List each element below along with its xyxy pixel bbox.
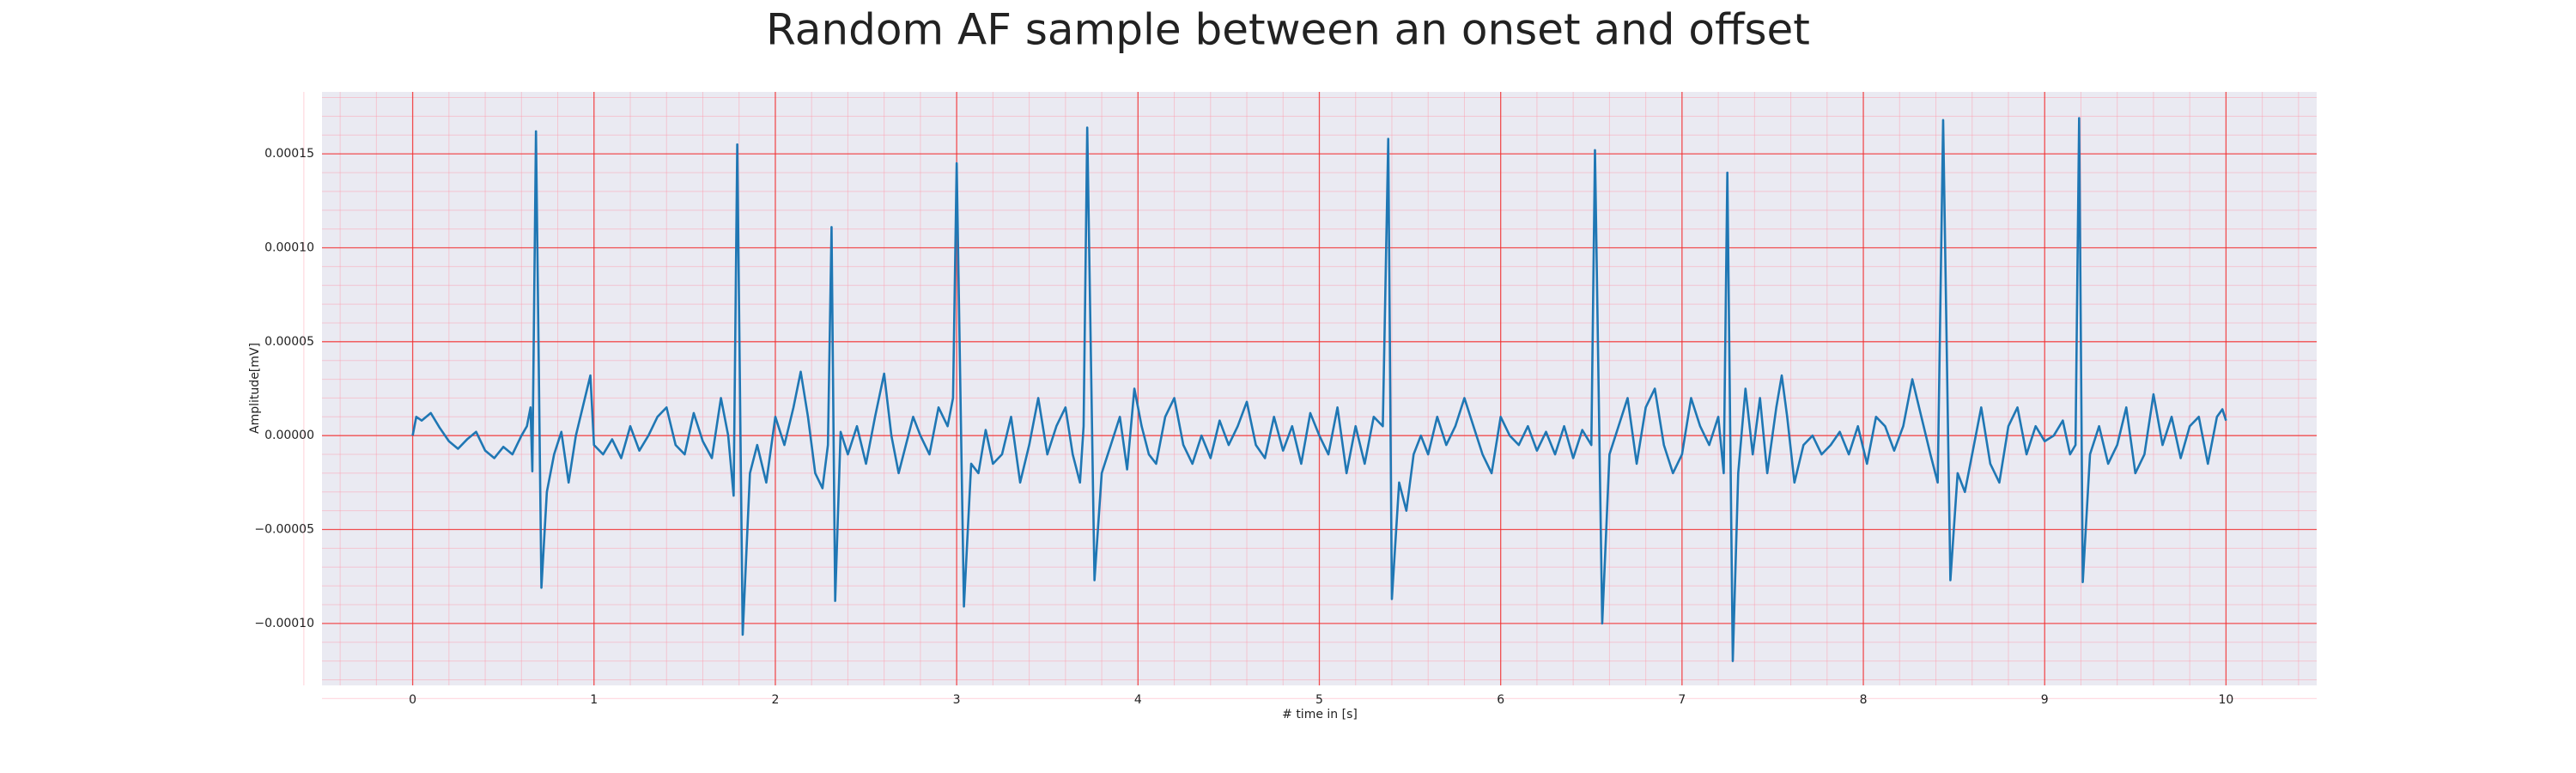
y-tick-label: −0.00010 bbox=[254, 617, 314, 630]
grid bbox=[303, 92, 2317, 699]
x-tick-label: 7 bbox=[1678, 693, 1686, 707]
x-tick-label: 9 bbox=[2041, 693, 2049, 707]
y-tick-label: 0.00005 bbox=[264, 335, 314, 349]
x-tick-label: 4 bbox=[1134, 693, 1142, 707]
x-tick-label: 5 bbox=[1315, 693, 1323, 707]
y-tick-label: 0.00015 bbox=[264, 147, 314, 161]
x-axis-label: # time in [s] bbox=[1282, 708, 1358, 721]
y-tick-label: 0.00010 bbox=[264, 240, 314, 254]
x-tick-label: 8 bbox=[1860, 693, 1868, 707]
x-tick-label: 1 bbox=[590, 693, 598, 707]
y-tick-label: −0.00005 bbox=[254, 523, 314, 537]
x-tick-label: 10 bbox=[2218, 693, 2233, 707]
x-tick-label: 2 bbox=[771, 693, 779, 707]
x-tick-label: 0 bbox=[409, 693, 416, 707]
y-tick-label: 0.00000 bbox=[264, 429, 314, 442]
y-axis-label: Amplitude[mV] bbox=[248, 343, 262, 434]
x-tick-label: 6 bbox=[1497, 693, 1504, 707]
data-line bbox=[411, 117, 2227, 662]
chart-title: Random AF sample between an onset and of… bbox=[766, 5, 1810, 55]
x-tick-label: 3 bbox=[953, 693, 961, 707]
